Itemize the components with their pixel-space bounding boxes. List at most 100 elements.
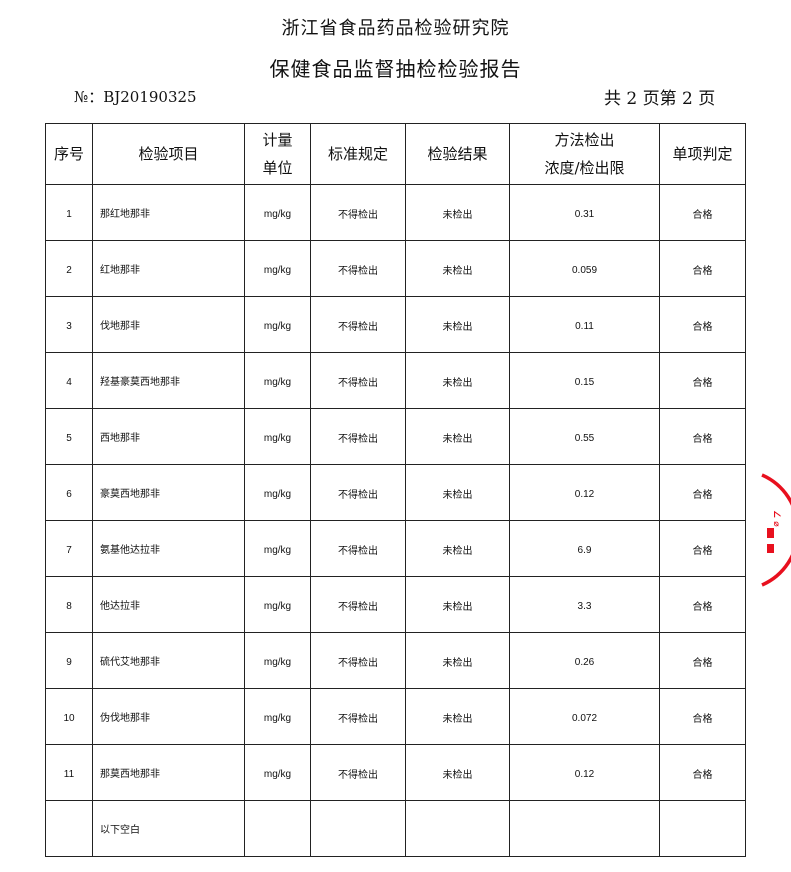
table-row: 10 伪伐地那非 mg/kg 不得检出 未检出 0.072 合格 [45,688,746,745]
seq-cell: 6 [45,464,93,521]
seq-cell: 8 [45,576,93,633]
unit-cell: mg/kg [244,632,311,689]
table-row: 6 豪莫西地那非 mg/kg 不得检出 未检出 0.12 合格 [45,464,746,521]
limit-cell: 0.55 [509,408,660,465]
limit-cell: 0.31 [509,184,660,241]
svg-text:∠ ⌀: ∠ ⌀ [771,510,781,527]
seq-cell: 11 [45,744,93,801]
empty-cell [244,800,311,857]
report-number: №：BJ20190325 [74,88,197,106]
report-title: 保健食品监督抽检检验报告 [269,57,522,81]
unit-cell: mg/kg [244,520,311,577]
result-cell: 未检出 [405,408,510,465]
result-cell: 未检出 [405,240,510,297]
unit-cell: mg/kg [244,352,311,409]
table-row: 3 伐地那非 mg/kg 不得检出 未检出 0.11 合格 [45,296,746,353]
col-no: 序号 [45,123,93,185]
verdict-cell: 合格 [659,296,746,353]
unit-cell: mg/kg [244,184,311,241]
empty-cell [659,800,746,857]
result-cell: 未检出 [405,744,510,801]
item-cell: 伪伐地那非 [92,688,245,745]
standard-cell: 不得检出 [310,576,406,633]
limit-cell: 0.072 [509,688,660,745]
col-limit-line2: 浓度/检出限 [544,159,625,177]
table-row: 1 那红地那非 mg/kg 不得检出 未检出 0.31 合格 [45,184,746,241]
seq-cell: 10 [45,688,93,745]
col-unit-line1: 计量 [262,131,293,149]
institute-name: 浙江省食品药品检验研究院 [281,18,510,39]
empty-cell [509,800,660,857]
seq-cell: 1 [45,184,93,241]
table-row: 7 氨基他达拉非 mg/kg 不得检出 未检出 6.9 合格 [45,520,746,577]
col-limit-line1: 方法检出 [554,131,615,149]
table-header: 序号 检验项目 计量 单位 标准规定 检验结果 方法检出 浓度/检出限 单项判定 [45,123,746,185]
col-verdict: 单项判定 [659,123,746,185]
item-cell: 那红地那非 [92,184,245,241]
standard-cell: 不得检出 [310,296,406,353]
col-limit: 方法检出浓度/检出限 [509,123,660,185]
standard-cell: 不得检出 [310,352,406,409]
result-cell: 未检出 [405,576,510,633]
verdict-cell: 合格 [659,352,746,409]
limit-cell: 0.059 [509,240,660,297]
item-cell: 那莫西地那非 [92,744,245,801]
limit-cell: 0.26 [509,632,660,689]
table-row: 8 他达拉非 mg/kg 不得检出 未检出 3.3 合格 [45,576,746,633]
red-seal-stamp: ∠ ⌀ [761,473,791,587]
verdict-cell: 合格 [659,408,746,465]
page-info: 共 2 页第 2 页 [604,89,716,109]
result-cell: 未检出 [405,520,510,577]
table-row: 2 红地那非 mg/kg 不得检出 未检出 0.059 合格 [45,240,746,297]
standard-cell: 不得检出 [310,240,406,297]
result-cell: 未检出 [405,352,510,409]
result-cell: 未检出 [405,688,510,745]
empty-cell [310,800,406,857]
empty-cell [45,800,93,857]
standard-cell: 不得检出 [310,184,406,241]
limit-cell: 0.11 [509,296,660,353]
item-cell: 伐地那非 [92,296,245,353]
verdict-cell: 合格 [659,184,746,241]
blank-note: 以下空白 [92,800,245,857]
unit-cell: mg/kg [244,576,311,633]
standard-cell: 不得检出 [310,744,406,801]
standard-cell: 不得检出 [310,632,406,689]
table-row: 9 硫代艾地那非 mg/kg 不得检出 未检出 0.26 合格 [45,632,746,689]
item-cell: 硫代艾地那非 [92,632,245,689]
limit-cell: 3.3 [509,576,660,633]
seq-cell: 9 [45,632,93,689]
seq-cell: 7 [45,520,93,577]
table-row: 11 那莫西地那非 mg/kg 不得检出 未检出 0.12 合格 [45,744,746,801]
seq-cell: 3 [45,296,93,353]
item-cell: 他达拉非 [92,576,245,633]
table-row: 4 羟基豪莫西地那非 mg/kg 不得检出 未检出 0.15 合格 [45,352,746,409]
inspection-table: 序号 检验项目 计量 单位 标准规定 检验结果 方法检出 浓度/检出限 单项判定 1… [45,123,746,857]
col-standard: 标准规定 [310,123,406,185]
col-item: 检验项目 [92,123,245,185]
seq-cell: 5 [45,408,93,465]
unit-cell: mg/kg [244,408,311,465]
empty-cell [405,800,510,857]
unit-cell: mg/kg [244,744,311,801]
col-unit: 计量 单位 [244,123,311,185]
result-cell: 未检出 [405,464,510,521]
unit-cell: mg/kg [244,296,311,353]
standard-cell: 不得检出 [310,520,406,577]
item-cell: 羟基豪莫西地那非 [92,352,245,409]
standard-cell: 不得检出 [310,688,406,745]
unit-cell: mg/kg [244,464,311,521]
unit-cell: mg/kg [244,240,311,297]
verdict-cell: 合格 [659,632,746,689]
limit-cell: 6.9 [509,520,660,577]
limit-cell: 0.15 [509,352,660,409]
table-row: 5 西地那非 mg/kg 不得检出 未检出 0.55 合格 [45,408,746,465]
verdict-cell: 合格 [659,688,746,745]
result-cell: 未检出 [405,632,510,689]
seq-cell: 4 [45,352,93,409]
verdict-cell: 合格 [659,520,746,577]
blank-row: 以下空白 [45,800,746,857]
verdict-cell: 合格 [659,240,746,297]
verdict-cell: 合格 [659,576,746,633]
item-cell: 红地那非 [92,240,245,297]
